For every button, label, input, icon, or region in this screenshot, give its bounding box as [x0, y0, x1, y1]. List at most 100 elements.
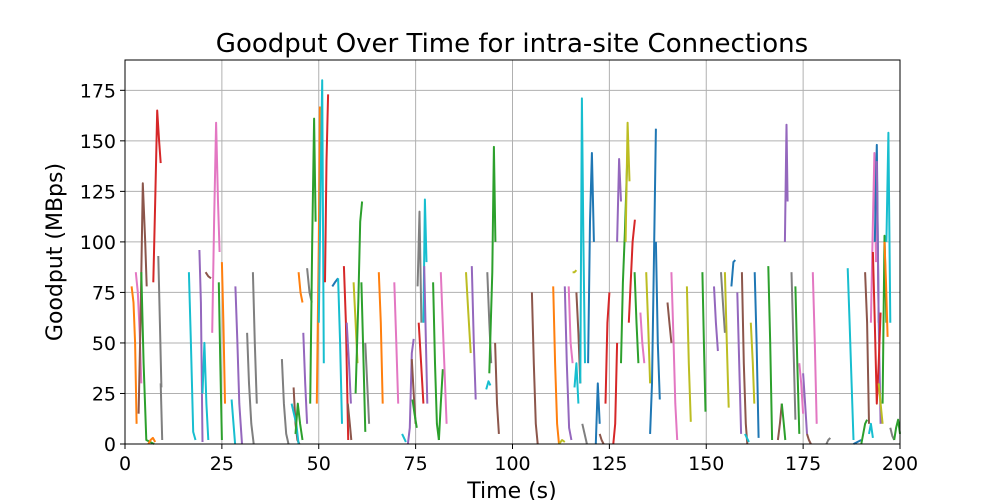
- series-line-47: [417, 322, 425, 404]
- series-line-76: [624, 121, 631, 242]
- x-tick-label: 0: [119, 453, 131, 475]
- series-line-96: [767, 266, 774, 441]
- y-tick-label: 175: [80, 80, 116, 102]
- series-line-35: [346, 403, 353, 441]
- series-line-11: [201, 341, 210, 441]
- x-tick-label: 175: [785, 453, 821, 475]
- series-line-91: [736, 292, 743, 434]
- series-line-13: [211, 121, 221, 333]
- series-line-57: [488, 145, 497, 374]
- series-line-5: [147, 436, 157, 445]
- series-line-27: [309, 117, 317, 404]
- series-line-23: [294, 402, 304, 441]
- series-line-84: [670, 272, 679, 441]
- series-line-80: [645, 272, 652, 384]
- series-line-107: [846, 268, 855, 441]
- y-tick-label: 150: [80, 131, 116, 153]
- series-line-14: [217, 282, 223, 441]
- series-line-98: [780, 403, 787, 441]
- y-tick-label: 75: [92, 282, 116, 304]
- series-line-73: [612, 342, 619, 445]
- grid-layer: [124, 60, 901, 445]
- series-line-22: [290, 403, 300, 445]
- series-line-16: [230, 399, 237, 445]
- series-line-54: [470, 266, 477, 400]
- series-line-61: [558, 439, 566, 445]
- series-line-97: [776, 403, 783, 441]
- series-line-95: [753, 272, 760, 438]
- series-line-90: [730, 259, 737, 287]
- series-line-32: [337, 278, 343, 424]
- series-line-105: [811, 272, 818, 424]
- series-line-87: [713, 286, 719, 352]
- series-line-109: [860, 419, 868, 445]
- x-tick-label: 100: [494, 453, 530, 475]
- series-line-50: [432, 282, 440, 441]
- series-line-9: [187, 272, 197, 441]
- series-line-121: [893, 418, 901, 441]
- series-line-41: [393, 282, 400, 404]
- series-line-119: [885, 131, 892, 323]
- series-line-65: [573, 362, 580, 404]
- series-line-93: [744, 433, 750, 443]
- y-tick-label: 0: [104, 434, 116, 456]
- y-tick-label: 100: [80, 232, 116, 254]
- series-line-17: [234, 286, 243, 445]
- series-line-29: [317, 79, 325, 364]
- x-axis-label: Time (s): [466, 479, 556, 500]
- series-line-100: [790, 272, 797, 420]
- series-line-115: [871, 251, 882, 405]
- series-line-64: [572, 269, 578, 274]
- series-line-10: [198, 249, 204, 443]
- series-line-67: [579, 97, 586, 384]
- series-line-46: [416, 210, 423, 323]
- x-tick-label: 150: [688, 453, 724, 475]
- series-line-82: [654, 241, 661, 400]
- series-line-94: [749, 322, 756, 404]
- x-tick-label: 25: [210, 453, 234, 475]
- series-line-38: [360, 282, 367, 432]
- series-line-89: [723, 272, 730, 408]
- series-line-37: [354, 201, 364, 394]
- series-layer: [130, 79, 901, 445]
- series-line-43: [406, 338, 415, 445]
- series-line-15: [220, 262, 226, 404]
- series-line-88: [720, 272, 726, 333]
- series-line-19: [251, 272, 258, 404]
- series-line-42: [401, 433, 407, 443]
- chart-title: Goodput Over Time for intra-site Connect…: [216, 29, 808, 59]
- series-line-86: [701, 272, 707, 412]
- series-line-39: [364, 342, 371, 424]
- series-line-51: [437, 369, 444, 441]
- series-line-4: [140, 272, 155, 445]
- x-tick-label: 75: [404, 453, 428, 475]
- series-line-106: [825, 437, 832, 445]
- series-line-56: [485, 380, 492, 390]
- series-line-108: [853, 439, 862, 445]
- series-line-85: [685, 286, 692, 422]
- x-tick-label: 50: [307, 453, 331, 475]
- series-line-31: [331, 277, 339, 287]
- x-tick-label: 200: [882, 453, 918, 475]
- series-line-101: [794, 286, 801, 434]
- series-line-6: [152, 109, 162, 283]
- series-line-74: [616, 158, 622, 242]
- series-line-110: [864, 272, 870, 424]
- series-line-62: [563, 286, 573, 441]
- series-line-71: [598, 433, 605, 445]
- series-line-1: [130, 286, 138, 424]
- series-line-28: [315, 106, 321, 404]
- series-line-20: [280, 359, 290, 445]
- series-line-12: [204, 271, 212, 280]
- series-line-99: [783, 123, 789, 242]
- y-axis-label: Goodput (MBps): [43, 163, 68, 341]
- series-line-116: [877, 383, 884, 424]
- series-line-34: [345, 322, 352, 404]
- series-line-77: [627, 219, 636, 323]
- series-line-111: [868, 422, 874, 439]
- series-line-78: [633, 272, 640, 364]
- series-line-60: [552, 286, 560, 445]
- series-line-24: [297, 272, 304, 303]
- y-tick-label: 25: [92, 383, 116, 405]
